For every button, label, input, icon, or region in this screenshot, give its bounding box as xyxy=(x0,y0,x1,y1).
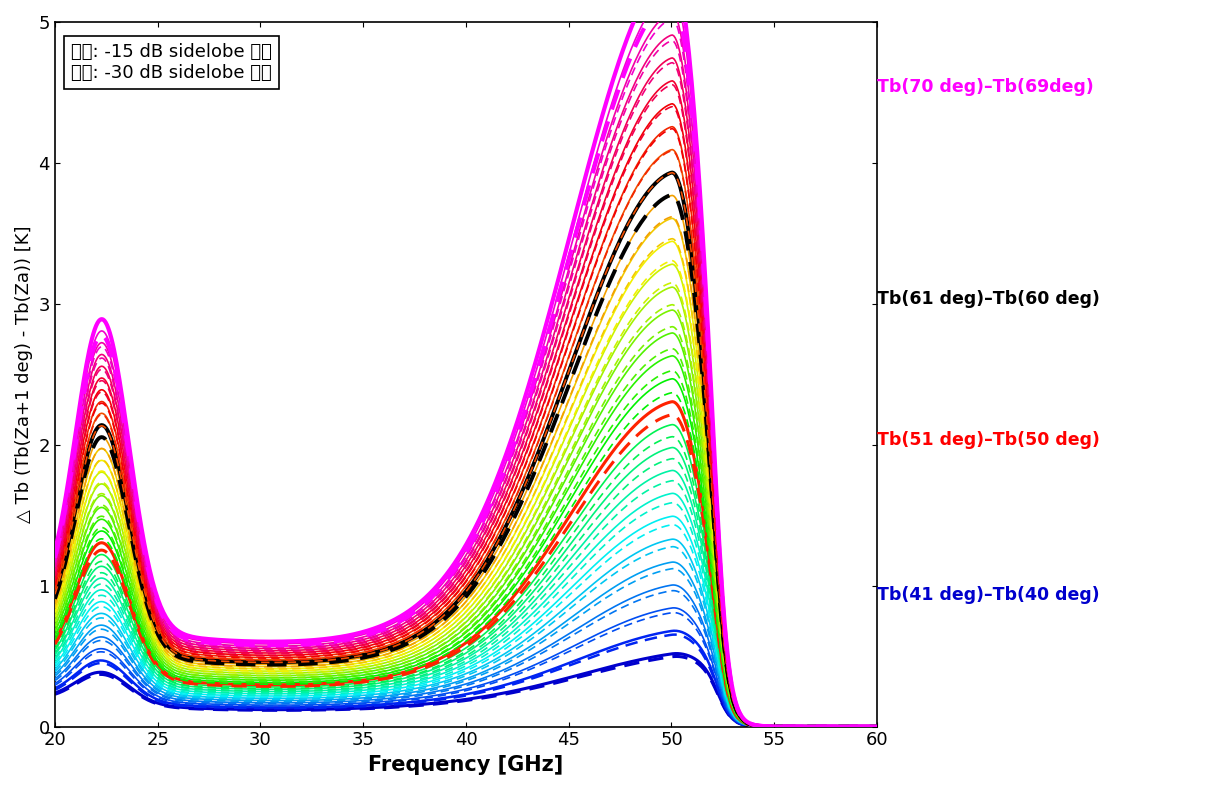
X-axis label: Frequency [GHz]: Frequency [GHz] xyxy=(368,755,564,775)
Text: Tb(51 deg)–Tb(50 deg): Tb(51 deg)–Tb(50 deg) xyxy=(877,431,1100,449)
Text: Tb(41 deg)–Tb(40 deg): Tb(41 deg)–Tb(40 deg) xyxy=(877,585,1100,604)
Text: 실선: -15 dB sidelobe 적용
점선: -30 dB sidelobe 적용: 실선: -15 dB sidelobe 적용 점선: -30 dB sidelo… xyxy=(72,43,273,82)
Text: Tb(70 deg)–Tb(69deg): Tb(70 deg)–Tb(69deg) xyxy=(877,78,1094,96)
Text: Tb(61 deg)–Tb(60 deg): Tb(61 deg)–Tb(60 deg) xyxy=(877,290,1100,308)
Y-axis label: △ Tb (Tb(Za+1 deg) - Tb(Za)) [K]: △ Tb (Tb(Za+1 deg) - Tb(Za)) [K] xyxy=(15,225,33,523)
